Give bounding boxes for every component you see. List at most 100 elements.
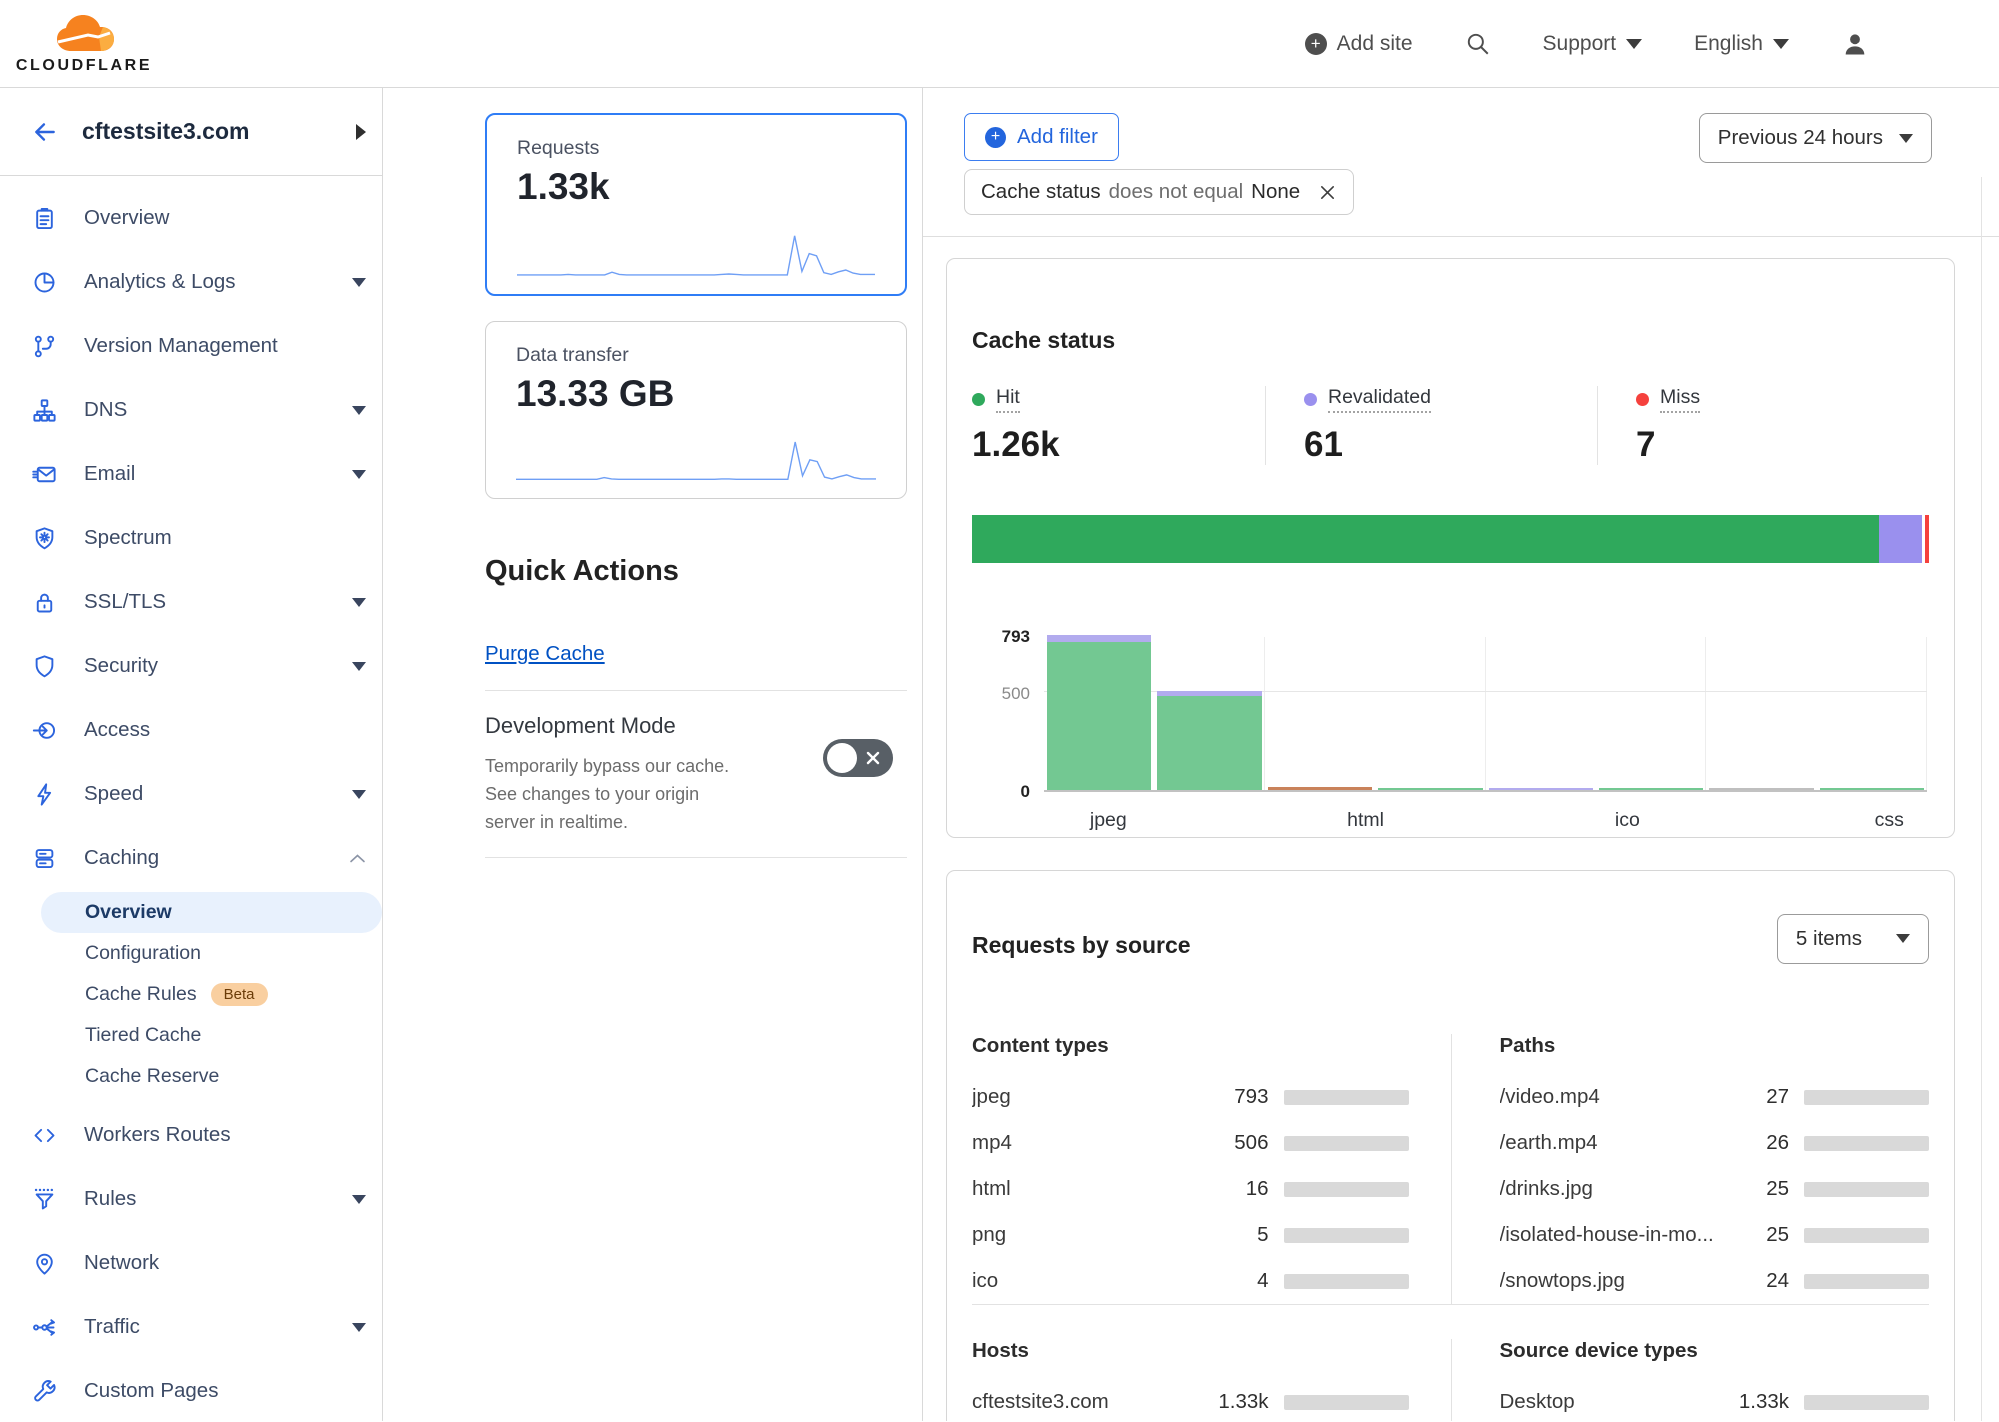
source-row-mp4: mp4 506 [972, 1120, 1409, 1166]
time-range-dropdown[interactable]: Previous 24 hours [1698, 113, 1932, 163]
development-mode-toggle[interactable] [823, 739, 893, 778]
revalidated-dot-icon [1304, 393, 1317, 406]
sidebar-item-network[interactable]: Network [0, 1231, 382, 1295]
sidebar-item-email[interactable]: Email [0, 442, 382, 506]
source-row-bar-track [1283, 1394, 1409, 1410]
workers-routes-icon [31, 1122, 58, 1149]
stat-value: 7 [1636, 425, 1656, 464]
email-icon [31, 461, 58, 488]
top-bar: CLOUDFLARE + Add site Support English [0, 0, 1999, 88]
chevron-down-icon [1896, 934, 1910, 943]
source-row-bar-track [1804, 1394, 1929, 1410]
source-row-bar-track [1283, 1181, 1409, 1197]
sidebar-item-label: Network [84, 1251, 160, 1274]
time-range-label: Previous 24 hours [1717, 126, 1883, 149]
stat-miss: Miss 7 [1597, 386, 1929, 465]
source-row-value: 24 [1766, 1269, 1789, 1292]
requests-card-label: Requests [517, 137, 600, 159]
sidebar-subitem-tiered-cache[interactable]: Tiered Cache [41, 1015, 382, 1056]
cloudflare-logo[interactable]: CLOUDFLARE [16, 13, 150, 75]
source-row-value: 25 [1766, 1177, 1789, 1200]
cache-status-stacked-bar [972, 515, 1929, 563]
paths-column: Paths/video.mp4 27/earth.mp4 26/drinks.jpg… [1450, 1034, 1929, 1304]
items-count-label: 5 items [1795, 926, 1862, 950]
sidebar-item-label: Version Management [84, 334, 278, 357]
sidebar-item-security[interactable]: Security [0, 634, 382, 698]
sidebar-item-access[interactable]: Access [0, 698, 382, 762]
source-grid-top: Content types jpeg 793 mp4 506 html 16 png 5 ico 4… [972, 1034, 1929, 1304]
requests-sparkline-chart [517, 230, 875, 278]
stacked-segment-revalidated [1879, 515, 1922, 563]
sidebar-subitem-overview[interactable]: Overview [41, 892, 382, 933]
sidebar-item-overview[interactable]: Overview [0, 186, 382, 250]
bar-png [1378, 788, 1483, 790]
support-menu[interactable]: Support [1543, 32, 1643, 56]
x-axis-tick-jpeg: jpeg [1089, 809, 1127, 831]
sidebar-nav: Overview Analytics & Logs Version Manageme… [0, 176, 382, 1421]
bar-segment-hit [1157, 696, 1262, 790]
chevron-down-icon [352, 469, 366, 479]
overview-icon [31, 205, 58, 232]
source-row-bar-track [1283, 1273, 1409, 1289]
sidebar-item-custom-pages[interactable]: Custom Pages [0, 1359, 382, 1421]
sidebar-item-analytics-logs[interactable]: Analytics & Logs [0, 250, 382, 314]
source-row-earth-mp4: /earth.mp4 26 [1500, 1120, 1929, 1166]
source-row-cftestsite3-com: cftestsite3.com 1.33k [972, 1379, 1409, 1421]
purge-cache-link[interactable]: Purge Cache [485, 642, 605, 666]
collapse-sidebar-icon[interactable] [356, 123, 366, 140]
support-label: Support [1542, 31, 1617, 55]
divider [485, 856, 907, 858]
remove-filter-icon[interactable] [1318, 183, 1337, 202]
source-row-bar-track [1283, 1227, 1409, 1243]
bar-jpeg [1047, 635, 1152, 790]
chevron-down-icon [352, 1322, 366, 1332]
filter-chip[interactable]: Cache status does not equal None [964, 169, 1355, 215]
items-count-dropdown[interactable]: 5 items [1776, 913, 1929, 964]
sidebar-item-workers-routes[interactable]: Workers Routes [0, 1103, 382, 1167]
source-row-value: 16 [1245, 1177, 1269, 1200]
stat-label[interactable]: Revalidated [1328, 386, 1431, 413]
add-site-button[interactable]: + Add site [1304, 32, 1413, 56]
sidebar-item-traffic[interactable]: Traffic [0, 1295, 382, 1359]
language-menu[interactable]: English [1694, 32, 1789, 56]
plus-icon: + [1304, 32, 1327, 55]
sidebar-subitem-cache-reserve[interactable]: Cache Reserve [41, 1056, 382, 1097]
sidebar-item-caching[interactable]: Caching [0, 826, 382, 890]
custom-pages-icon [31, 1378, 58, 1405]
bar-mp4 [1157, 691, 1262, 790]
source-row-label: jpeg [972, 1085, 1011, 1108]
add-filter-button[interactable]: + Add filter [964, 113, 1119, 161]
sidebar-item-dns[interactable]: DNS [0, 378, 382, 442]
sidebar-subitem-cache-rules[interactable]: Cache Rules Beta [41, 974, 382, 1015]
sidebar-item-speed[interactable]: Speed [0, 762, 382, 826]
requests-summary-card[interactable]: Requests 1.33k [485, 113, 907, 296]
stat-label[interactable]: Hit [996, 386, 1020, 413]
requests-by-source-title: Requests by source [972, 932, 1191, 958]
source-row-value: 26 [1766, 1131, 1789, 1154]
user-account-icon[interactable] [1841, 30, 1869, 58]
data-transfer-summary-card[interactable]: Data transfer 13.33 GB [485, 321, 907, 499]
language-label: English [1694, 31, 1763, 55]
bar-css [1709, 788, 1814, 790]
sidebar-item-ssl-tls[interactable]: SSL/TLS [0, 570, 382, 634]
sidebar-subitem-label: Cache Rules [85, 983, 197, 1005]
sidebar-item-spectrum[interactable]: Spectrum [0, 506, 382, 570]
sidebar-item-label: Workers Routes [84, 1123, 231, 1146]
sidebar-item-version-management[interactable]: Version Management [0, 314, 382, 378]
add-filter-label: Add filter [1017, 125, 1098, 148]
bar-segment-hit [1378, 788, 1483, 790]
scrollbar-track[interactable] [1981, 177, 1982, 1421]
group-heading-hosts: Hosts [972, 1339, 1029, 1362]
source-row-label: ico [972, 1269, 999, 1292]
sidebar-item-label: Spectrum [84, 526, 172, 549]
source-row-label: /drinks.jpg [1499, 1177, 1593, 1200]
back-arrow-icon[interactable] [30, 119, 60, 145]
stacked-segment-miss [1924, 515, 1929, 563]
search-icon[interactable] [1465, 31, 1491, 57]
chevron-down-icon [352, 661, 366, 671]
sidebar-subitem-configuration[interactable]: Configuration [41, 933, 382, 974]
sidebar-item-rules[interactable]: Rules [0, 1167, 382, 1231]
stat-label[interactable]: Miss [1660, 386, 1701, 413]
bar-segment-hit [1819, 788, 1924, 790]
source-row-bar-track [1283, 1135, 1409, 1151]
